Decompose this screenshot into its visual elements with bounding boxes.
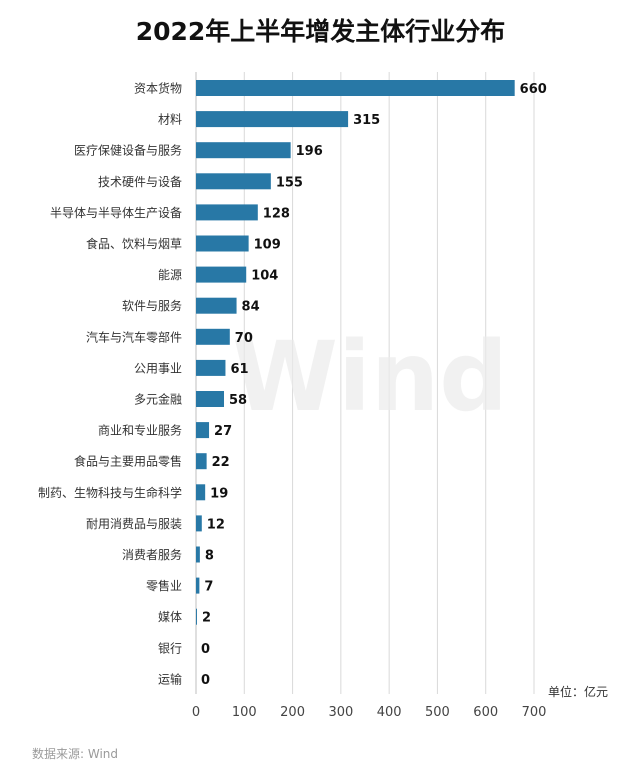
wind-watermark: Wind [232,321,508,433]
data-label: 128 [263,206,290,221]
x-tick-label: 600 [473,705,498,720]
data-label: 2 [202,611,211,626]
category-labels: 资本货物材料医疗保健设备与服务技术硬件与设备半导体与半导体生产设备食品、饮料与烟… [38,81,182,687]
x-tick-label: 400 [377,705,402,720]
bar [196,173,271,190]
chart-title: 2022年上半年增发主体行业分布 [135,17,506,46]
category-label: 资本货物 [134,81,182,96]
data-label: 19 [210,486,228,501]
data-label: 0 [201,673,210,688]
bar [196,608,197,625]
x-axis-ticks: 0 100 200 300 400 500 600 700 [192,705,547,720]
data-label: 109 [254,238,281,253]
x-tick-label: 500 [425,705,450,720]
bar [196,577,200,594]
bar [196,266,247,283]
data-label: 70 [235,331,253,346]
data-label: 196 [296,144,323,159]
category-label: 商业和专业服务 [98,423,182,438]
category-label: 半导体与半导体生产设备 [50,206,182,220]
data-label: 84 [242,300,260,315]
bar [196,422,210,439]
bar [196,453,207,470]
value-labels: 6603151961551281091048470615827221912872… [201,82,547,688]
category-label: 制药、生物科技与生命科学 [38,485,182,500]
data-label: 155 [276,175,303,190]
source-label: 数据来源: Wind [32,747,119,761]
category-label: 银行 [158,641,182,655]
x-tick-label: 700 [522,705,547,720]
category-label: 耐用消费品与服装 [86,517,182,531]
bar [196,359,226,376]
category-label: 公用事业 [134,361,182,375]
bar [196,204,258,221]
bars [196,80,515,625]
category-label: 食品与主要用品零售 [74,454,182,469]
data-label: 22 [212,455,230,470]
bar [196,546,200,563]
data-label: 104 [251,269,278,284]
x-tick-label: 200 [280,705,305,720]
bar [196,391,225,407]
x-tick-label: 100 [232,705,257,720]
data-label: 0 [201,642,210,657]
category-label: 食品、饮料与烟草 [86,236,182,251]
data-label: 58 [229,393,247,408]
category-label: 多元金融 [134,392,182,407]
bar [196,328,230,345]
data-label: 8 [205,549,214,564]
bar [196,111,349,128]
category-label: 媒体 [158,610,182,624]
data-label: 660 [520,82,547,97]
category-label: 技术硬件与设备 [98,175,182,189]
category-label: 汽车与汽车零部件 [86,329,182,344]
x-tick-label: 0 [192,705,200,720]
bar [196,235,249,252]
data-label: 61 [230,362,248,377]
category-label: 能源 [158,268,182,282]
bar [196,515,202,532]
unit-label: 单位：亿元 [548,685,609,699]
data-label: 315 [353,113,380,128]
category-label: 材料 [158,113,182,127]
x-tick-label: 300 [328,705,353,720]
category-label: 运输 [158,671,182,686]
bar [196,484,206,501]
category-label: 医疗保健设备与服务 [74,143,182,158]
data-label: 7 [204,580,213,595]
bar [196,297,237,314]
bar [196,80,515,96]
data-label: 27 [214,424,232,439]
category-label: 消费者服务 [122,547,182,562]
bar [196,142,291,159]
data-label: 12 [207,517,225,532]
category-label: 软件与服务 [122,298,182,313]
category-label: 零售业 [146,578,182,593]
